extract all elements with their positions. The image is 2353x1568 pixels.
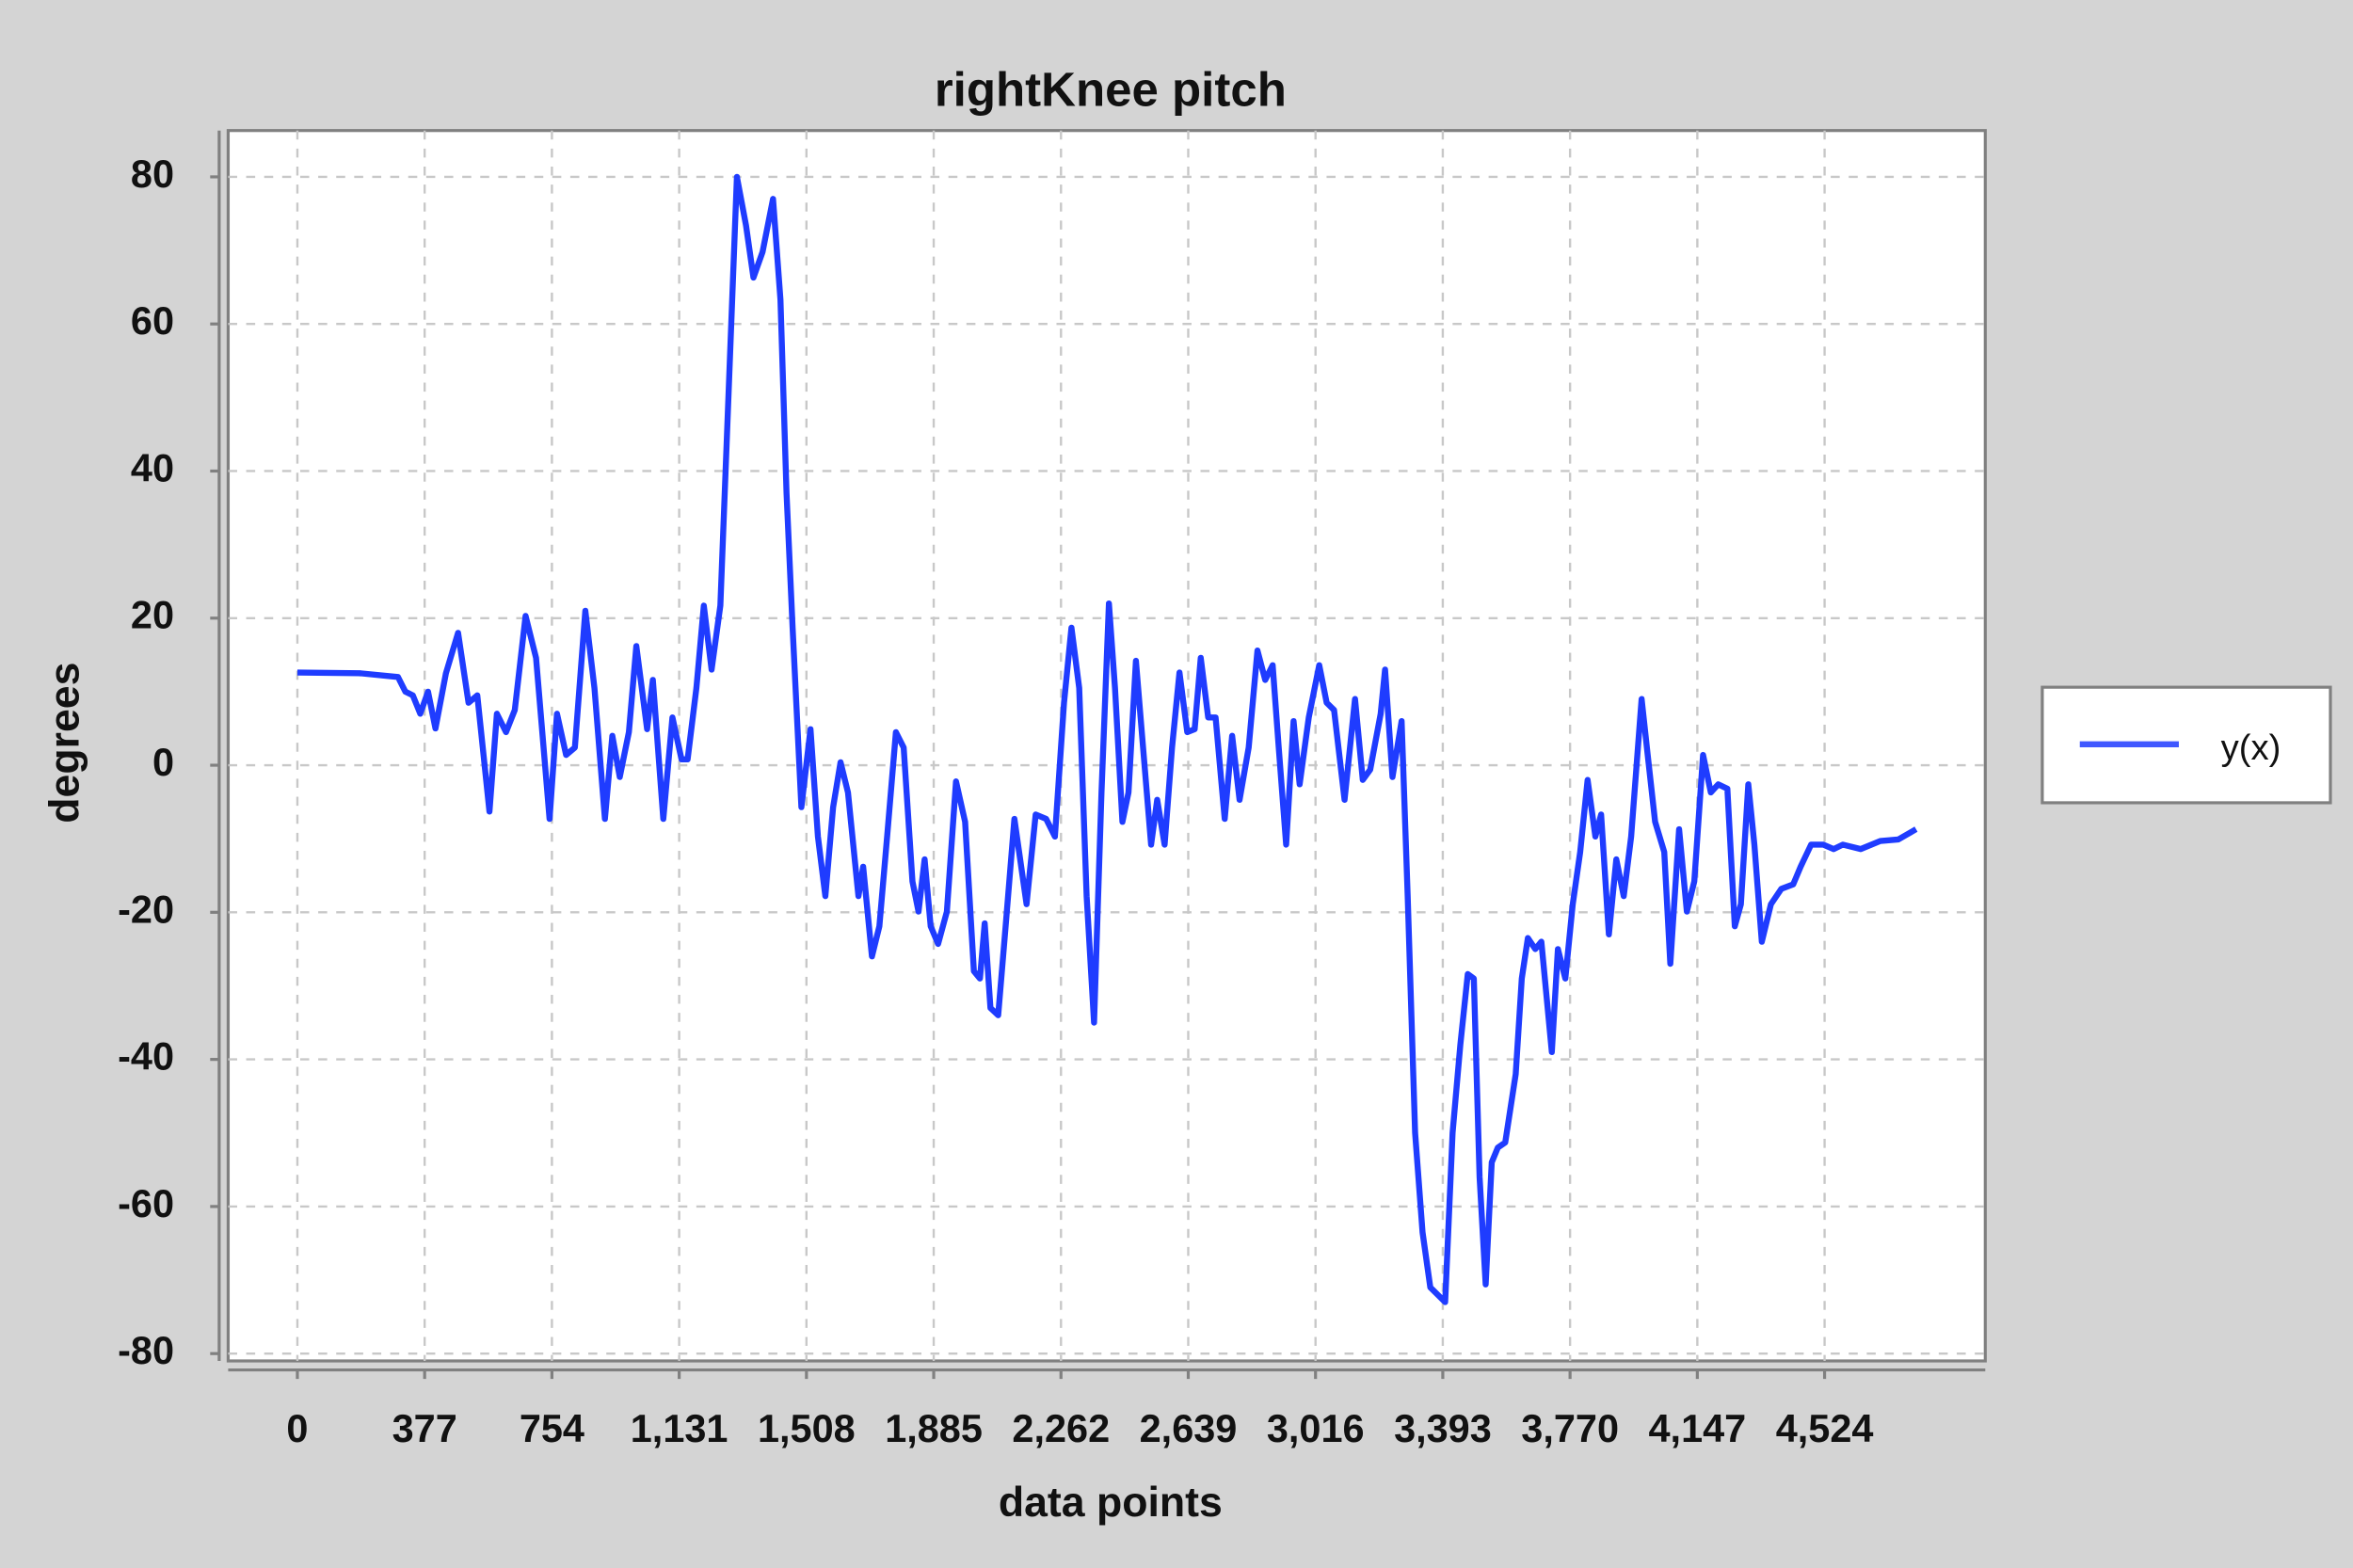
x-tick-label: 1,885 [885,1406,983,1450]
x-tick-label: 3,393 [1394,1406,1492,1450]
y-tick-label: 0 [152,740,174,784]
x-tick-label: 1,131 [631,1406,728,1450]
y-tick-label: 20 [131,593,174,637]
x-tick-label: 1,508 [758,1406,856,1450]
x-tick-label: 0 [286,1406,308,1450]
y-tick-label: -20 [118,887,174,931]
data-line [296,173,1918,1305]
y-tick-label: -80 [118,1328,174,1372]
y-tick-label: -40 [118,1034,174,1079]
x-tick-label: 2,639 [1140,1406,1238,1450]
x-tick-label: 3,016 [1267,1406,1365,1450]
plot-area [226,129,1987,1363]
x-axis-label: data points [999,1480,1223,1526]
y-tick-label: 40 [131,445,174,489]
y-axis-label: degrees [42,663,88,824]
legend: y(x) [2041,685,2332,805]
y-tick-label: 60 [131,298,174,343]
x-tick-label: 3,770 [1521,1406,1619,1450]
x-tick-label: 754 [520,1406,584,1450]
y-tick-label: 80 [131,152,174,196]
x-tick-label: 377 [392,1406,457,1450]
chart-title: rightKnee pitch [935,62,1287,116]
x-tick-label: 2,262 [1012,1406,1110,1450]
x-tick-label: 4,524 [1776,1406,1874,1450]
legend-label: y(x) [2221,728,2281,768]
y-tick-label: -60 [118,1181,174,1225]
x-tick-label: 4,147 [1649,1406,1747,1450]
